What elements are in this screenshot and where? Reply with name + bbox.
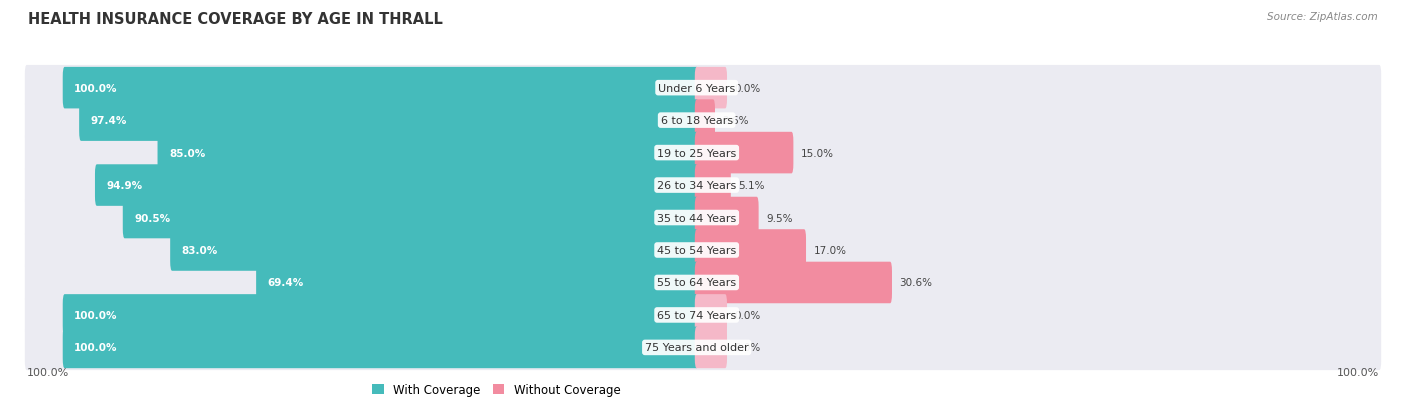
Text: 17.0%: 17.0%	[814, 245, 846, 255]
FancyBboxPatch shape	[695, 133, 793, 174]
Text: 2.6%: 2.6%	[723, 116, 749, 126]
Text: 45 to 54 Years: 45 to 54 Years	[657, 245, 737, 255]
FancyBboxPatch shape	[695, 294, 727, 336]
Text: 69.4%: 69.4%	[267, 278, 304, 288]
Text: HEALTH INSURANCE COVERAGE BY AGE IN THRALL: HEALTH INSURANCE COVERAGE BY AGE IN THRA…	[28, 12, 443, 27]
FancyBboxPatch shape	[170, 230, 699, 271]
FancyBboxPatch shape	[695, 230, 806, 271]
FancyBboxPatch shape	[79, 100, 699, 142]
FancyBboxPatch shape	[695, 197, 759, 239]
Legend: With Coverage, Without Coverage: With Coverage, Without Coverage	[367, 378, 626, 401]
FancyBboxPatch shape	[25, 98, 1381, 143]
Text: 0.0%: 0.0%	[734, 83, 761, 93]
FancyBboxPatch shape	[25, 163, 1381, 208]
Text: 83.0%: 83.0%	[181, 245, 218, 255]
Text: 19 to 25 Years: 19 to 25 Years	[657, 148, 737, 158]
FancyBboxPatch shape	[63, 294, 699, 336]
FancyBboxPatch shape	[63, 68, 699, 109]
Text: 35 to 44 Years: 35 to 44 Years	[657, 213, 737, 223]
FancyBboxPatch shape	[25, 325, 1381, 370]
Text: 85.0%: 85.0%	[169, 148, 205, 158]
FancyBboxPatch shape	[25, 195, 1381, 241]
Text: 6 to 18 Years: 6 to 18 Years	[661, 116, 733, 126]
Text: 65 to 74 Years: 65 to 74 Years	[657, 310, 737, 320]
Text: Under 6 Years: Under 6 Years	[658, 83, 735, 93]
Text: 55 to 64 Years: 55 to 64 Years	[657, 278, 737, 288]
FancyBboxPatch shape	[695, 100, 716, 142]
FancyBboxPatch shape	[695, 165, 731, 206]
Text: 0.0%: 0.0%	[734, 342, 761, 353]
FancyBboxPatch shape	[695, 327, 727, 368]
Text: 90.5%: 90.5%	[134, 213, 170, 223]
FancyBboxPatch shape	[96, 165, 699, 206]
Text: 100.0%: 100.0%	[27, 367, 69, 377]
FancyBboxPatch shape	[157, 133, 699, 174]
FancyBboxPatch shape	[25, 292, 1381, 338]
FancyBboxPatch shape	[256, 262, 699, 304]
FancyBboxPatch shape	[25, 66, 1381, 111]
FancyBboxPatch shape	[122, 197, 699, 239]
FancyBboxPatch shape	[25, 228, 1381, 273]
Text: 94.9%: 94.9%	[107, 180, 142, 190]
Text: 100.0%: 100.0%	[75, 83, 118, 93]
Text: 75 Years and older: 75 Years and older	[645, 342, 748, 353]
FancyBboxPatch shape	[25, 131, 1381, 176]
FancyBboxPatch shape	[63, 327, 699, 368]
Text: 100.0%: 100.0%	[75, 310, 118, 320]
FancyBboxPatch shape	[695, 262, 891, 304]
Text: 15.0%: 15.0%	[801, 148, 834, 158]
Text: Source: ZipAtlas.com: Source: ZipAtlas.com	[1267, 12, 1378, 22]
Text: 100.0%: 100.0%	[75, 342, 118, 353]
Text: 100.0%: 100.0%	[1337, 367, 1379, 377]
FancyBboxPatch shape	[695, 68, 727, 109]
Text: 26 to 34 Years: 26 to 34 Years	[657, 180, 737, 190]
Text: 5.1%: 5.1%	[738, 180, 765, 190]
FancyBboxPatch shape	[25, 260, 1381, 306]
Text: 9.5%: 9.5%	[766, 213, 793, 223]
Text: 30.6%: 30.6%	[900, 278, 932, 288]
Text: 0.0%: 0.0%	[734, 310, 761, 320]
Text: 97.4%: 97.4%	[90, 116, 127, 126]
